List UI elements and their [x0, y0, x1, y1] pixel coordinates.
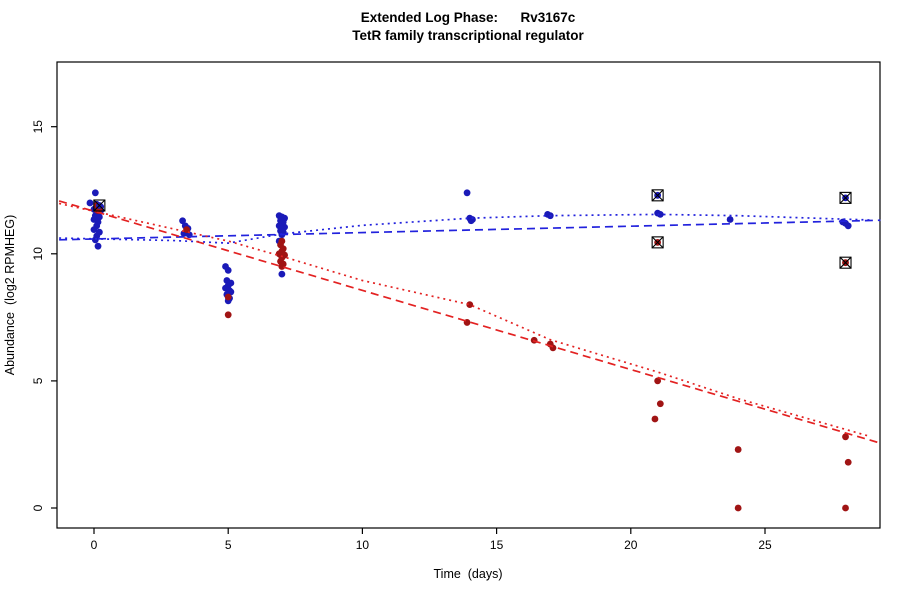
plot-box [56, 61, 881, 529]
data-point-blue-condition [278, 270, 286, 278]
y-tick-label: 15 [31, 120, 45, 134]
data-point-blue-condition [467, 217, 475, 225]
data-point-blue-condition [91, 189, 99, 197]
data-point-red-condition [842, 433, 849, 441]
flag-x-marker [839, 256, 852, 269]
x-tick-label: 20 [624, 538, 638, 552]
y-axis-label: Abundance (log2 RPMHEG) [3, 215, 17, 376]
data-point-red-condition [651, 415, 659, 423]
y-tick-label: 5 [31, 377, 45, 384]
data-point-blue-condition [179, 217, 186, 225]
flag-square-marker [93, 199, 106, 212]
flag-x-marker [651, 236, 664, 249]
flag-x-marker [651, 189, 664, 202]
plot-area: 0 5 10 15 20 25 0 5 10 15 [31, 61, 881, 552]
x-tick-label: 15 [490, 538, 504, 552]
data-point-blue-condition [95, 213, 103, 221]
trend-line-red-dotted-fit [58, 202, 870, 438]
trend-line-blue-dashed-fit [59, 219, 881, 241]
data-point-blue-condition [656, 210, 664, 218]
data-point-red-condition [224, 311, 232, 319]
data-point-blue-condition [90, 226, 98, 234]
data-point-red-condition [654, 377, 662, 385]
data-point-red-condition [224, 293, 232, 301]
flag-x-marker [93, 199, 106, 212]
chart-title: Extended Log Phase: Rv3167c [361, 10, 576, 25]
data-point-blue-condition [94, 242, 102, 250]
data-point-red-condition [466, 301, 474, 309]
x-tick-label: 5 [225, 538, 232, 552]
flag-square-marker [651, 236, 664, 249]
data-point-red-condition [278, 263, 286, 270]
data-point-red-condition [842, 504, 849, 512]
data-point-red-condition [734, 446, 742, 453]
flag-square-marker [839, 191, 852, 204]
data-point-blue-condition [86, 199, 94, 207]
y-tick-label: 10 [31, 247, 45, 261]
data-point-blue-condition [463, 189, 471, 197]
x-axis-label: Time (days) [434, 567, 503, 581]
x-tick-label: 0 [91, 538, 98, 552]
data-point-blue-condition [844, 222, 852, 230]
flag-square-marker [651, 189, 664, 202]
x-tick-label: 10 [356, 538, 370, 552]
data-point-red-condition [734, 504, 742, 512]
data-point-red-condition [656, 400, 664, 408]
chart-subtitle: TetR family transcriptional regulator [352, 28, 584, 43]
flag-square-marker [839, 256, 852, 269]
data-point-blue-condition [224, 266, 232, 274]
y-tick-label: 0 [31, 504, 45, 511]
x-tick-label: 25 [758, 538, 772, 552]
data-point-red-condition [844, 458, 852, 466]
flag-x-marker [839, 191, 852, 204]
data-point-blue-condition [726, 216, 734, 223]
